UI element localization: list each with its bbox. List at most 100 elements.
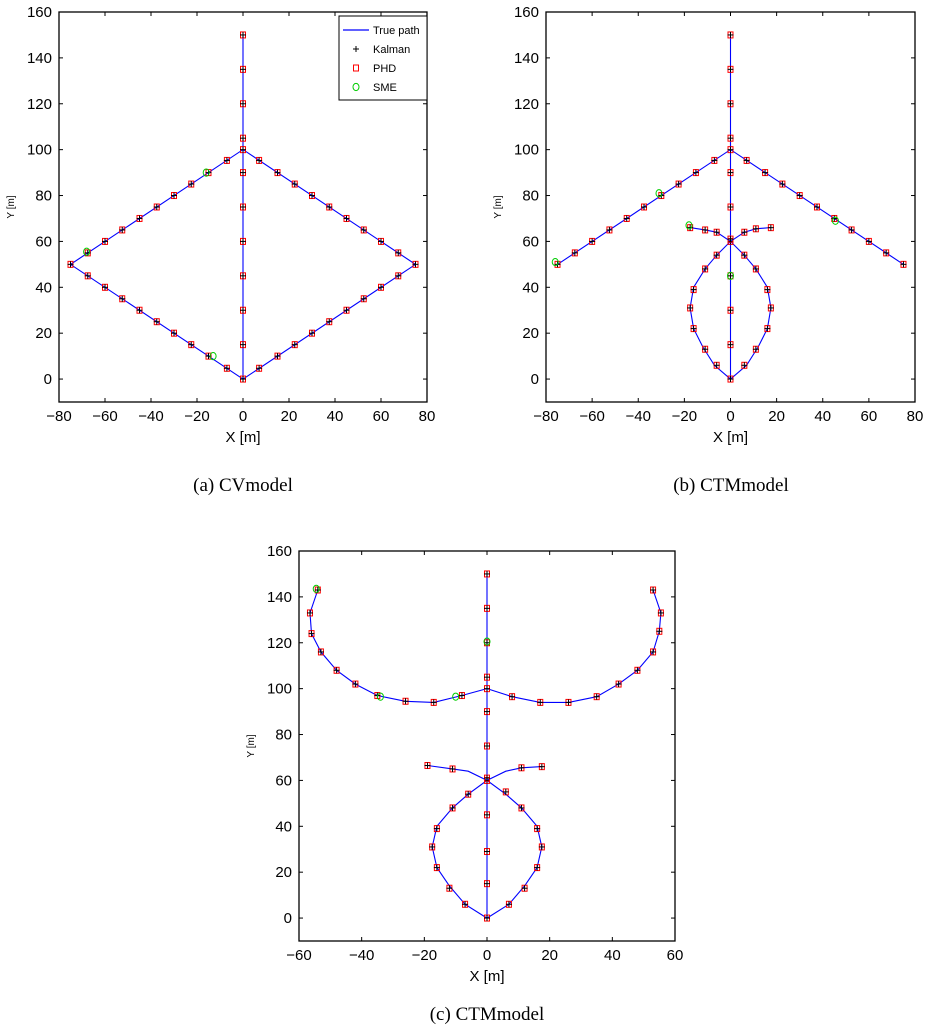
kalman-marker	[675, 181, 682, 188]
kalman-marker	[615, 681, 622, 688]
y-tick-label: 40	[275, 818, 292, 835]
kalman-marker	[741, 229, 748, 236]
kalman-marker	[650, 587, 657, 593]
y-axis-label: Y [m]	[6, 195, 17, 218]
x-tick-label: −80	[46, 408, 71, 425]
y-tick-label: 120	[27, 96, 52, 113]
kalman-marker	[353, 46, 359, 52]
kalman-marker	[727, 204, 734, 210]
x-tick-label: −60	[579, 408, 604, 425]
kalman-marker	[136, 307, 143, 314]
kalman-marker	[702, 346, 709, 353]
kalman-marker	[240, 272, 246, 279]
legend-label: True path	[373, 25, 420, 37]
sme-marker	[352, 82, 360, 92]
phd-marker	[353, 64, 359, 72]
kalman-marker	[102, 238, 108, 245]
kalman-marker	[171, 192, 177, 199]
sme-marker	[831, 216, 839, 225]
kalman-marker	[571, 249, 578, 256]
kalman-marker	[484, 880, 490, 887]
kalman-marker	[593, 693, 600, 700]
kalman-marker	[518, 804, 525, 811]
kalman-marker	[240, 238, 246, 245]
y-tick-label: 40	[522, 279, 539, 296]
kalman-marker	[412, 261, 419, 268]
panel-caption: (a) CVmodel	[193, 475, 293, 496]
kalman-marker	[690, 325, 697, 332]
kalman-marker	[484, 605, 490, 612]
kalman-marker	[465, 791, 472, 798]
kalman-marker	[743, 157, 750, 164]
kalman-marker	[752, 265, 759, 272]
y-tick-label: 100	[514, 142, 539, 159]
kalman-marker	[641, 204, 648, 210]
kalman-marker	[240, 66, 246, 73]
kalman-marker	[518, 764, 525, 771]
kalman-marker	[306, 609, 313, 616]
kalman-marker	[502, 788, 509, 795]
kalman-marker	[538, 843, 545, 850]
kalman-marker	[484, 811, 490, 818]
sme-marker	[685, 221, 693, 230]
legend-label: Kalman	[373, 44, 410, 56]
x-tick-label: −40	[138, 408, 163, 425]
y-axis-label: Y [m]	[493, 195, 504, 218]
kalman-marker	[727, 307, 734, 314]
kalman-marker	[634, 667, 641, 674]
x-tick-label: 20	[281, 408, 298, 425]
y-tick-label: 20	[275, 864, 292, 881]
kalman-marker	[505, 901, 512, 908]
kalman-marker	[395, 249, 402, 256]
y-tick-label: 40	[35, 279, 52, 296]
kalman-marker	[395, 272, 402, 279]
kalman-marker	[534, 825, 541, 832]
kalman-marker	[360, 226, 367, 233]
kalman-marker	[883, 249, 890, 256]
kalman-marker	[606, 226, 613, 233]
kalman-marker	[484, 708, 490, 715]
kalman-marker	[424, 762, 431, 769]
kalman-marker	[240, 146, 246, 153]
x-tick-label: 0	[726, 408, 734, 425]
kalman-marker	[274, 353, 281, 360]
kalman-marker	[378, 284, 384, 291]
kalman-marker	[429, 843, 436, 850]
panel-b-ctm-model: −80 −60 −40 −20 0 20 40 60 80 0 20 40 60 80 100 120 140 1…	[493, 4, 923, 496]
kalman-marker	[240, 376, 246, 383]
sme-marker	[452, 692, 460, 701]
kalman-marker	[484, 685, 490, 692]
y-tick-label: 0	[284, 910, 292, 927]
kalman-marker	[119, 295, 126, 302]
kalman-marker	[256, 157, 263, 164]
kalman-marker	[727, 341, 734, 348]
kalman-marker	[865, 238, 872, 245]
x-tick-label: 20	[541, 947, 558, 964]
kalman-marker	[171, 330, 177, 337]
kalman-marker	[713, 252, 720, 259]
y-tick-label: 80	[35, 188, 52, 205]
panel-c-ctm-model: −60 −40 −20 0 20 40 60 0 20 40 60 80 100 120 140 160 X […	[246, 543, 683, 1025]
kalman-marker	[484, 674, 490, 681]
kalman-marker	[767, 224, 774, 231]
kalman-marker	[430, 699, 437, 706]
x-tick-label: −20	[412, 947, 437, 964]
sme-marker	[376, 692, 384, 701]
kalman-marker	[484, 775, 490, 782]
kalman-marker	[223, 157, 230, 164]
kalman-marker	[352, 681, 359, 688]
sme-marker	[202, 168, 210, 177]
kalman-marker	[565, 699, 572, 706]
sme-marker	[551, 257, 559, 267]
x-tick-label: −60	[92, 408, 117, 425]
kalman-marker	[449, 804, 456, 811]
kalman-marker	[692, 169, 699, 176]
y-tick-label: 140	[514, 50, 539, 67]
kalman-marker	[240, 100, 246, 107]
kalman-marker	[484, 570, 490, 577]
x-tick-label: 20	[768, 408, 785, 425]
kalman-marker	[741, 252, 748, 259]
kalman-marker	[484, 743, 490, 749]
x-axis-label: X [m]	[469, 968, 504, 985]
kalman-marker	[767, 304, 774, 311]
